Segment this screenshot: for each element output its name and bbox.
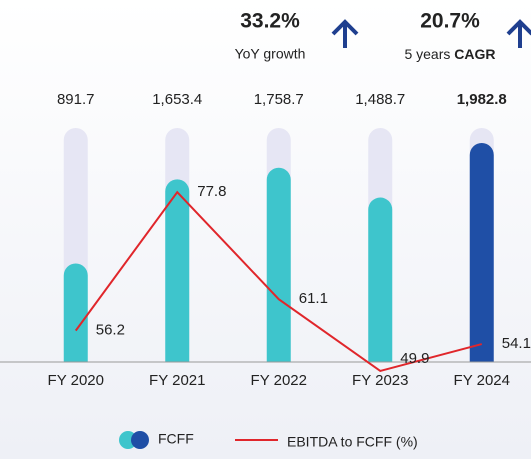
bar bbox=[165, 179, 190, 362]
line-value-label: 49.9 bbox=[400, 350, 429, 367]
legend-label: EBITDA to FCFF (%) bbox=[287, 434, 418, 450]
bar bbox=[368, 197, 393, 362]
x-tick-label: FY 2021 bbox=[149, 372, 205, 389]
bar bbox=[469, 142, 494, 362]
line-value-label: 77.8 bbox=[197, 183, 226, 200]
plot: 891.7 FY 2020 1,653.4 FY 2021 1,758.7 FY 2022… bbox=[0, 91, 531, 389]
x-tick-label: FY 2023 bbox=[352, 372, 408, 389]
annotation-headline: 20.7% bbox=[420, 10, 480, 33]
x-tick-label: FY 2024 bbox=[454, 372, 510, 389]
bar-value-label: 1,653.4 bbox=[152, 91, 202, 108]
x-tick-label: FY 2020 bbox=[48, 372, 104, 389]
x-tick-label: FY 2022 bbox=[251, 372, 307, 389]
line-value-label: 61.1 bbox=[299, 290, 328, 307]
bar-value-label: 1,758.7 bbox=[254, 91, 304, 108]
legend-swatch bbox=[131, 431, 149, 449]
bar bbox=[63, 263, 88, 362]
annotation-caption: YoY growth bbox=[235, 46, 306, 62]
annotation-headline: 33.2% bbox=[240, 10, 300, 33]
legend-label: FCFF bbox=[158, 431, 194, 447]
caption-bold: CAGR bbox=[454, 46, 495, 62]
line-value-label: 54.1 bbox=[502, 335, 531, 352]
annotation-caption: 5 years CAGR bbox=[404, 46, 495, 62]
bar-value-label: 1,488.7 bbox=[355, 91, 405, 108]
line bbox=[74, 190, 483, 373]
caption-text: 5 years bbox=[404, 46, 450, 62]
bar-value-label: 891.7 bbox=[57, 91, 95, 108]
line-value-label: 56.2 bbox=[96, 322, 125, 339]
up-arrow bbox=[506, 19, 531, 48]
bar bbox=[266, 167, 291, 362]
bar-value-label: 1,982.8 bbox=[457, 91, 507, 108]
up-arrow bbox=[331, 19, 359, 48]
